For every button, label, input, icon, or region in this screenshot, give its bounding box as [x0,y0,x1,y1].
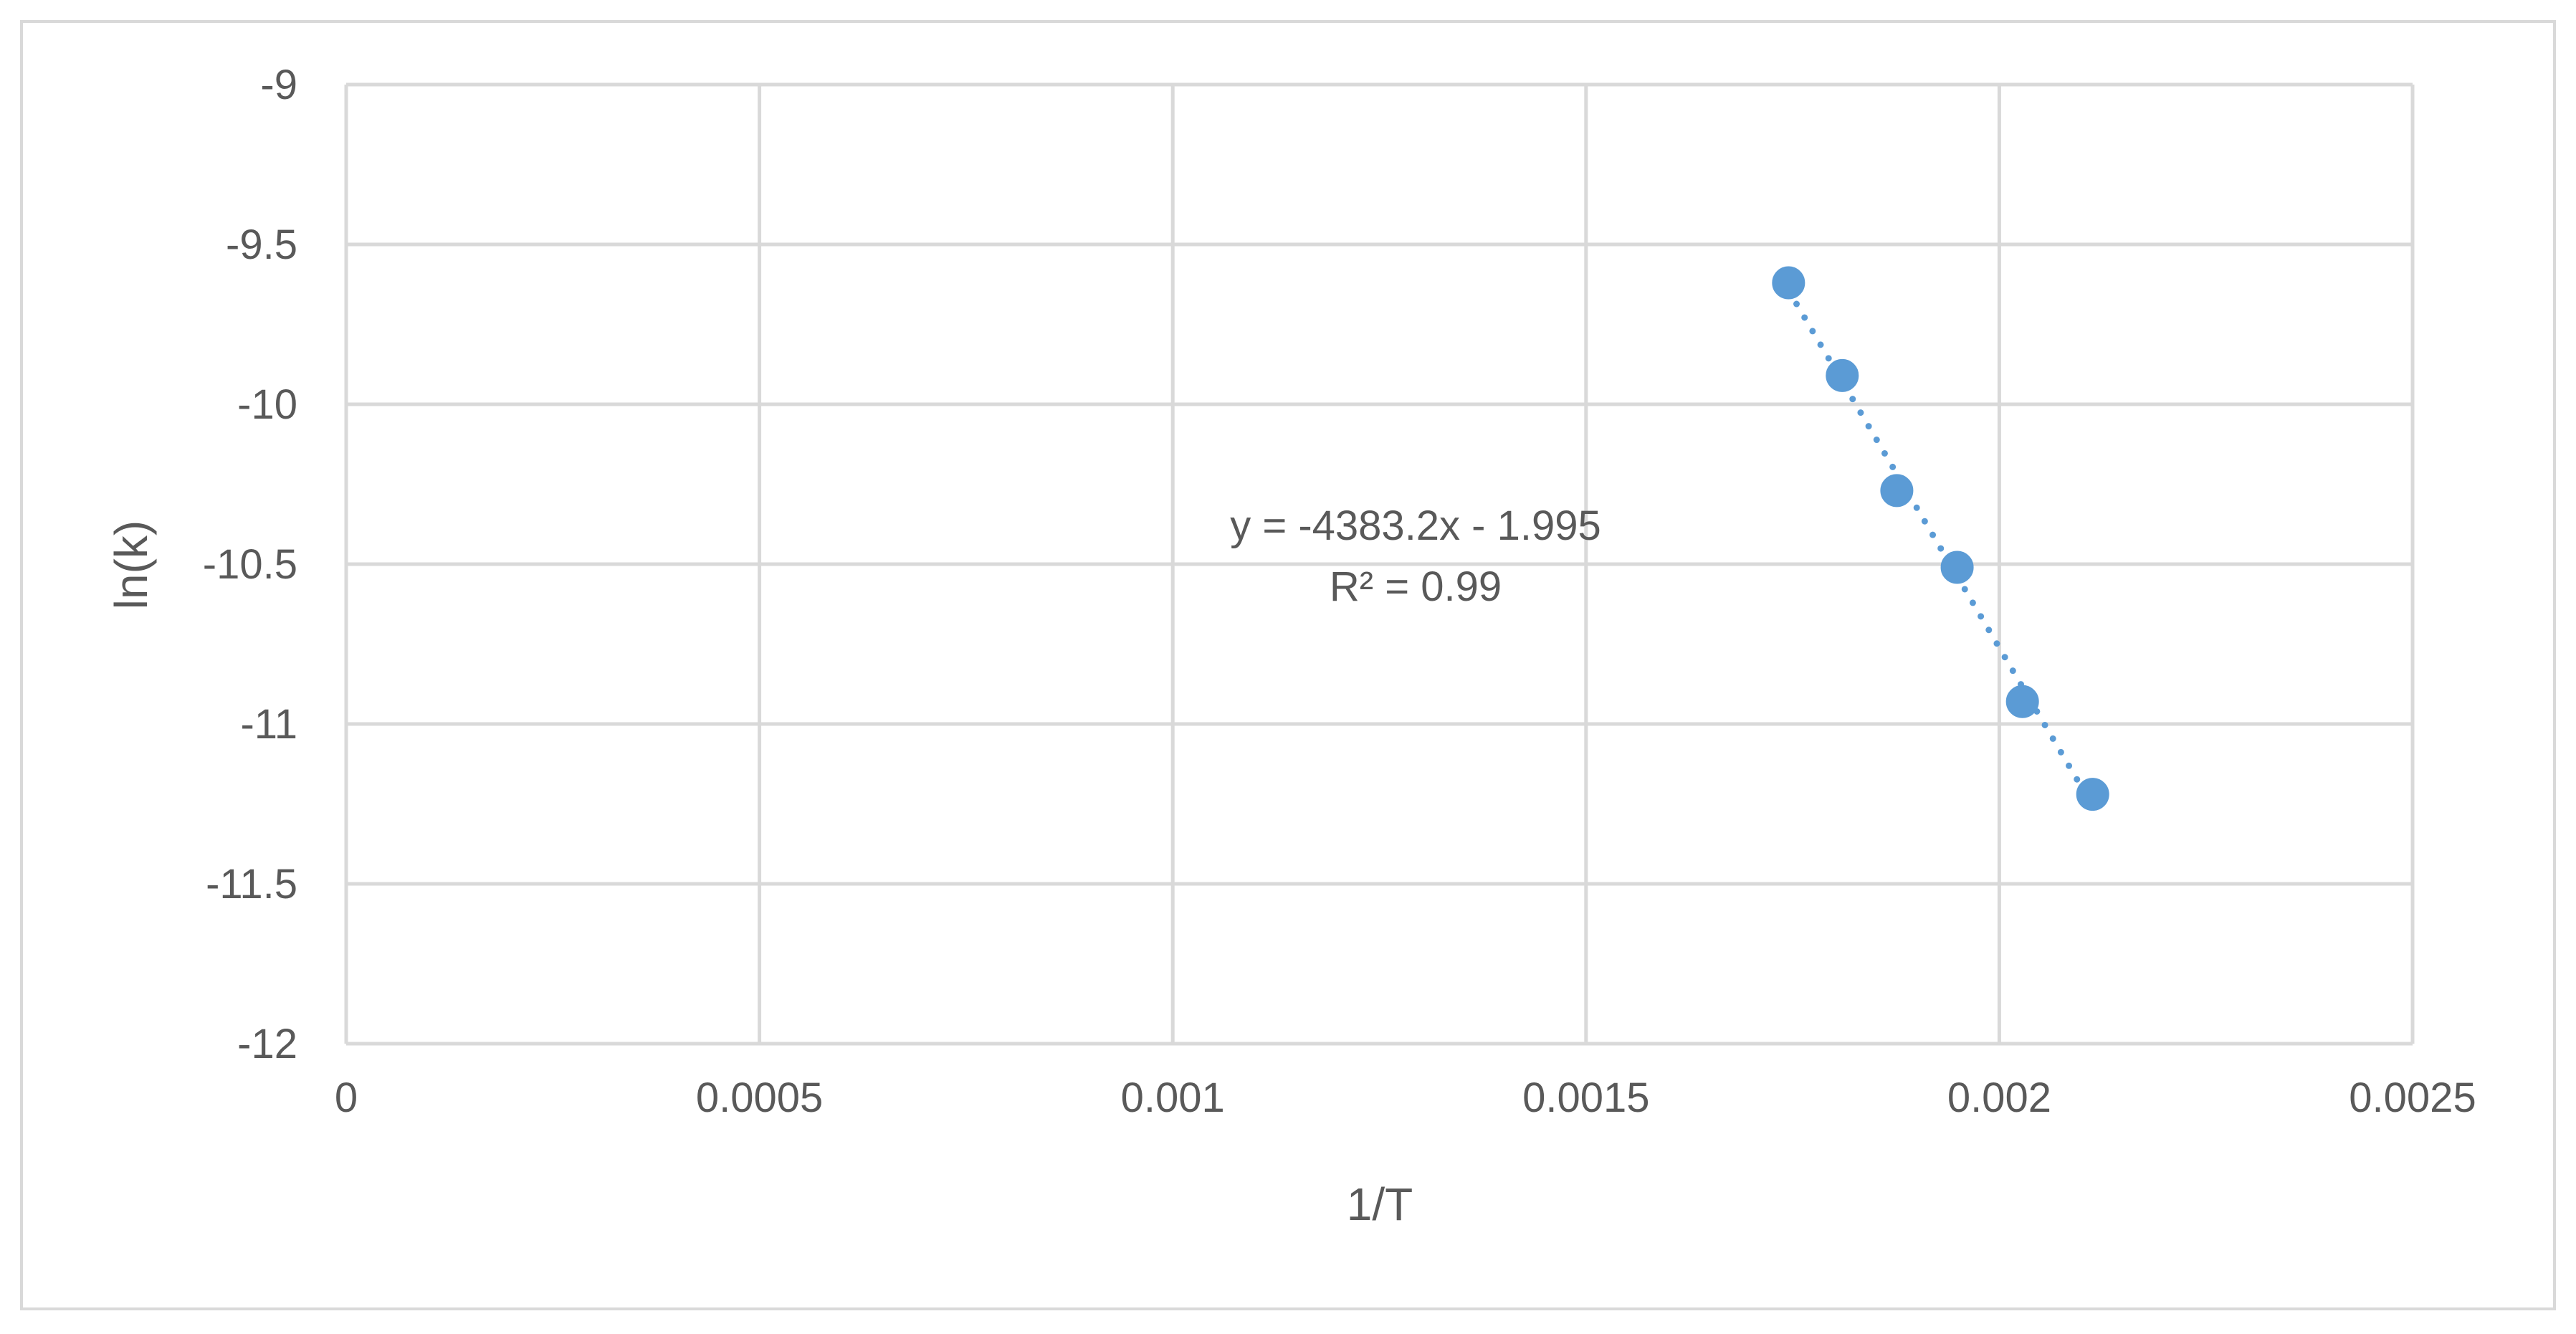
trendline-line [1785,287,2096,809]
x-tick-label: 0.0025 [2349,1075,2476,1121]
x-tick-label: 0 [335,1075,358,1121]
x-tick-label: 0.0015 [1522,1075,1649,1121]
x-tick-label: 0.002 [1947,1075,2051,1121]
y-tick-label: -10.5 [203,541,297,588]
trendline [1785,287,2096,809]
x-tick-label: 0.001 [1121,1075,1225,1121]
data-point [1880,474,1914,508]
y-tick-label: -11.5 [206,861,297,907]
grid-lines [344,82,2415,1046]
chart-border [20,20,2556,1310]
data-points [1772,266,2109,811]
data-point [1940,551,1974,584]
x-axis-tick-labels: 0 0.0005 0.001 0.0015 0.002 0.0025 [335,1075,2476,1121]
y-tick-label: -10 [237,381,297,428]
data-point [2076,778,2109,811]
data-point [1772,266,1805,300]
x-axis-label: 1/T [1347,1178,1413,1230]
y-tick-label: -9.5 [226,221,297,268]
y-tick-label: -9 [260,62,297,108]
trendline-r-squared: R² = 0.99 [1330,563,1502,610]
trendline-equation: y = -4383.2x - 1.995 [1230,502,1601,549]
y-axis-tick-labels: -9 -9.5 -10 -10.5 -11 -11.5 -12 [203,62,297,1067]
x-tick-label: 0.0005 [696,1075,823,1121]
y-axis-label: ln(k) [105,520,157,609]
y-tick-label: -11 [240,701,297,748]
y-tick-label: -12 [237,1021,297,1067]
data-point [1826,358,1859,392]
data-point [2005,685,2039,718]
